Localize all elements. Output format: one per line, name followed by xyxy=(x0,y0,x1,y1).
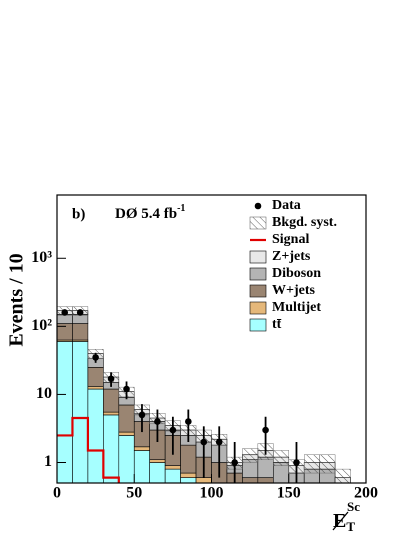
legend-label: Z+jets xyxy=(272,249,311,264)
x-tick-label: 0 xyxy=(53,485,61,502)
x-label-sup: Sc xyxy=(347,499,360,514)
legend-label: Bkgd. syst. xyxy=(272,215,337,230)
stack-bar xyxy=(257,456,274,478)
legend-label: Multijet xyxy=(272,300,321,315)
data-point xyxy=(138,411,146,419)
legend-label: Diboson xyxy=(272,266,321,281)
data-point xyxy=(61,309,69,316)
stack-bar xyxy=(72,323,89,341)
data-point xyxy=(200,438,208,446)
legend-marker xyxy=(249,267,267,281)
y-tick-label: 10³ xyxy=(31,249,52,266)
data-point xyxy=(92,354,99,361)
legend-label: Data xyxy=(272,198,301,213)
stack-bar xyxy=(133,446,150,451)
data-point xyxy=(154,418,161,425)
chart-title: DØ 5.4 fb-1 xyxy=(115,203,185,222)
title-sup: -1 xyxy=(177,203,185,214)
data-point xyxy=(107,375,115,383)
syst-band xyxy=(273,450,289,466)
stack-bar xyxy=(118,404,135,433)
stack-bar xyxy=(118,431,135,436)
y-tick-label: 1 xyxy=(44,453,52,470)
panel-label: b) xyxy=(72,206,85,222)
legend-label: Signal xyxy=(272,232,309,247)
x-label-sub: T xyxy=(346,519,355,534)
stack-bar xyxy=(103,411,120,416)
stack-bar xyxy=(87,367,104,387)
stack-bar xyxy=(180,472,197,478)
legend-label: tt̄ xyxy=(272,317,282,332)
stack-bar xyxy=(180,444,197,474)
data-point xyxy=(123,385,130,393)
y-tick-label: 10² xyxy=(31,317,52,334)
stack-bar xyxy=(164,465,181,470)
x-tick-label: 200 xyxy=(354,485,378,502)
plot-area xyxy=(57,306,351,483)
syst-band xyxy=(319,454,336,474)
legend-label: W+jets xyxy=(272,283,316,298)
legend-marker xyxy=(249,284,267,298)
stack-bar xyxy=(149,459,166,463)
x-tick-label: 100 xyxy=(200,485,224,502)
stack-bar xyxy=(103,388,120,413)
y-tick-label: 10 xyxy=(36,385,52,402)
data-point xyxy=(169,426,177,434)
data-point xyxy=(231,459,238,466)
y-axis-label: Events / 10 xyxy=(6,253,28,346)
stack-bar xyxy=(87,386,104,390)
title-main: DØ 5.4 fb xyxy=(115,206,177,222)
x-label-slash xyxy=(332,511,349,531)
legend-marker xyxy=(249,301,267,315)
data-point xyxy=(76,309,84,316)
syst-band xyxy=(304,454,320,474)
stack-bar xyxy=(195,477,212,483)
data-point xyxy=(185,418,192,425)
legend-marker xyxy=(249,250,267,264)
signal-line xyxy=(57,416,120,483)
syst-band xyxy=(334,468,351,483)
legend-marker xyxy=(249,216,267,230)
legend-marker xyxy=(249,318,267,332)
data-point xyxy=(262,426,269,434)
syst-band xyxy=(242,448,259,463)
data-point xyxy=(215,438,223,446)
x-tick-label: 50 xyxy=(126,485,142,502)
data-point xyxy=(293,459,300,466)
x-tick-label: 150 xyxy=(277,485,301,502)
legend-marker xyxy=(254,202,262,210)
